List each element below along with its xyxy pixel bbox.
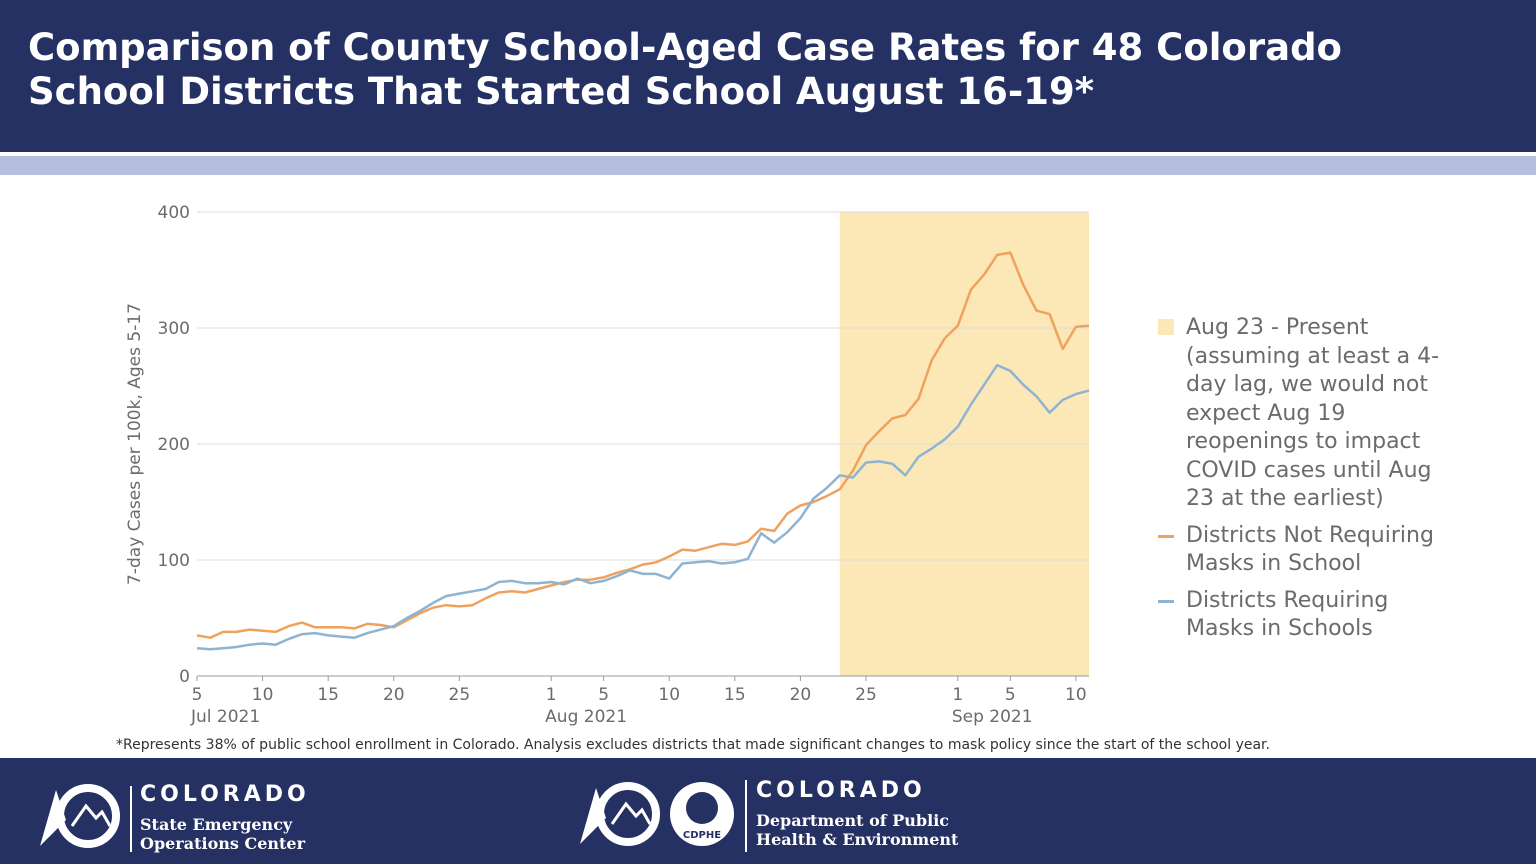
badge: CDPHE — [683, 830, 721, 841]
x-tick-label: 15 — [724, 685, 746, 705]
y-tick-label: 0 — [179, 667, 190, 687]
x-month-label: Sep 2021 — [952, 707, 1033, 727]
y-tick-label: 100 — [158, 551, 190, 571]
divider — [130, 786, 132, 852]
series-line — [196, 363, 1090, 651]
x-month-label: Jul 2021 — [190, 707, 260, 727]
legend-swatch — [1158, 319, 1174, 335]
x-tick-label: 1 — [546, 685, 557, 705]
legend-swatch — [1158, 599, 1174, 603]
org-sub: State Emergency Operations Center — [140, 815, 305, 853]
legend-item: Districts Not Requiring Masks in School — [1158, 522, 1458, 579]
legend-item: Districts Requiring Masks in Schools — [1158, 587, 1458, 644]
x-tick-label: 5 — [598, 685, 609, 705]
x-month-label: Aug 2021 — [545, 707, 627, 727]
legend-item: Aug 23 - Present (assuming at least a 4-… — [1158, 314, 1458, 514]
x-tick-label: 25 — [855, 685, 877, 705]
org-name: COLORADO — [140, 782, 310, 807]
legend-label: Aug 23 - Present (assuming at least a 4-… — [1186, 315, 1440, 511]
header: Comparison of County School-Aged Case Ra… — [0, 0, 1536, 152]
x-tick-label: 20 — [383, 685, 405, 705]
x-tick-label: 20 — [790, 685, 812, 705]
y-tick-label: 300 — [158, 319, 190, 339]
legend-label: Districts Requiring Masks in Schools — [1186, 587, 1389, 642]
x-tick-label: 5 — [1005, 685, 1016, 705]
logo: CDPHE — [580, 782, 734, 846]
legend: Aug 23 - Present (assuming at least a 4-… — [1158, 314, 1458, 652]
title: Comparison of County School-Aged Case Ra… — [28, 26, 1342, 113]
x-tick-label: 10 — [658, 685, 680, 705]
x-tick-label: 10 — [1065, 685, 1087, 705]
legend-swatch — [1158, 534, 1174, 538]
band — [0, 156, 1536, 175]
x-tick-label: 25 — [449, 685, 471, 705]
y-tick-label: 200 — [158, 435, 190, 455]
org-sub: Department of Public Health & Environmen… — [756, 811, 959, 849]
org-name: COLORADO — [756, 778, 926, 803]
x-tick-label: 10 — [252, 685, 274, 705]
footer: COLORADO State Emergency Operations Cent… — [0, 758, 1536, 864]
logo — [40, 784, 120, 848]
divider — [745, 780, 747, 852]
x-tick-label: 1 — [952, 685, 963, 705]
y-axis-label: 7-day Cases per 100k, Ages 5-17 — [125, 303, 145, 585]
footnote: *Represents 38% of public school enrollm… — [116, 737, 1270, 753]
x-tick-label: 15 — [317, 685, 339, 705]
legend-label: Districts Not Requiring Masks in School — [1186, 522, 1434, 577]
x-tick-label: 5 — [192, 685, 203, 705]
series-line — [196, 251, 1090, 639]
y-tick-label: 400 — [158, 203, 190, 223]
